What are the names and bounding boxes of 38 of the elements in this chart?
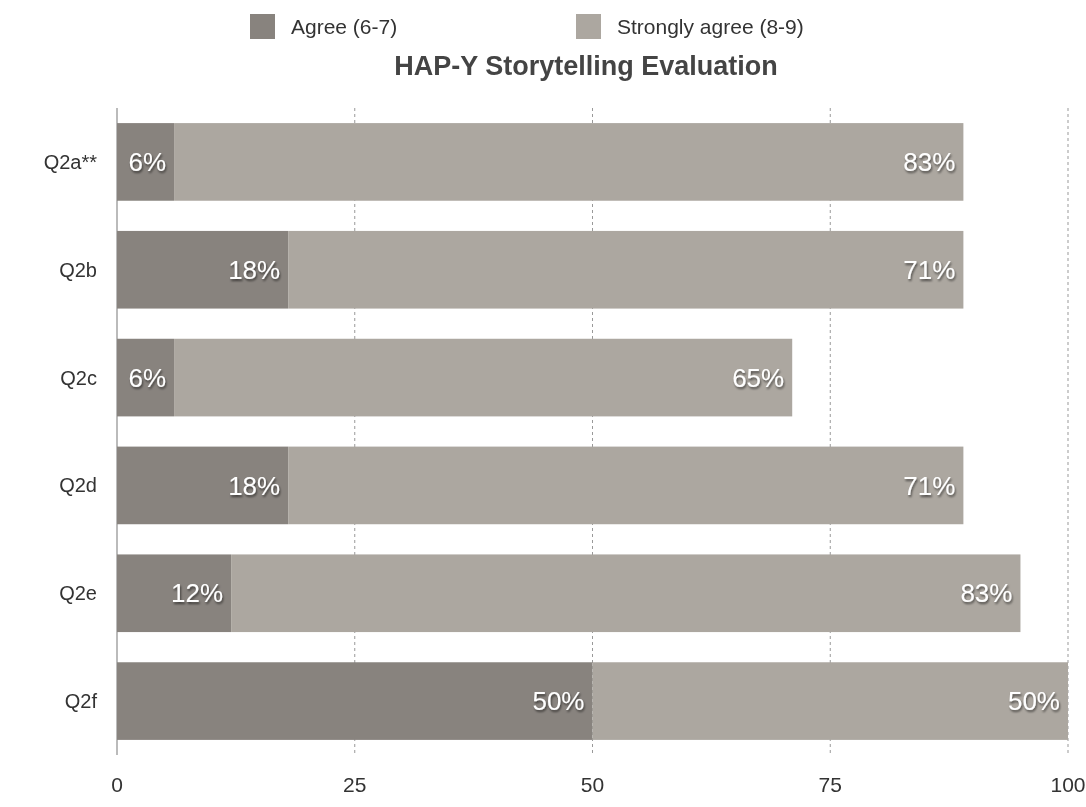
data-label: 83% <box>903 147 956 178</box>
data-label: 50% <box>1007 686 1060 717</box>
data-label: 18% <box>228 254 281 285</box>
data-label: 83% <box>960 578 1013 609</box>
x-tick-label: 50 <box>580 773 605 797</box>
x-tick-label: 25 <box>343 773 367 797</box>
data-label: 71% <box>903 470 956 501</box>
bar <box>174 338 793 417</box>
bar <box>117 230 289 309</box>
chart-title: HAP-Y Storytelling Evaluation <box>394 51 778 82</box>
data-label: 6% <box>128 362 167 393</box>
bar <box>117 338 175 417</box>
y-tick-label: Q2d <box>59 474 97 497</box>
bar <box>117 554 232 633</box>
legend-label: Agree (6-7) <box>291 15 398 39</box>
data-label: 12% <box>171 578 224 609</box>
y-tick-label: Q2b <box>59 258 97 281</box>
y-tick-label: Q2c <box>60 366 97 389</box>
bar <box>288 230 964 309</box>
bar <box>174 123 964 201</box>
data-label: 18% <box>228 470 281 501</box>
x-tick-label: 0 <box>111 773 123 797</box>
bar <box>117 446 289 525</box>
y-tick-label: Q2a** <box>43 150 98 173</box>
bar <box>117 662 593 740</box>
bar <box>117 123 175 201</box>
bar <box>288 446 964 525</box>
y-tick-label: Q2e <box>59 582 97 605</box>
legend-label: Strongly agree (8-9) <box>617 15 804 39</box>
data-label: 65% <box>732 362 785 393</box>
bar <box>592 662 1068 740</box>
x-tick-label: 100 <box>1050 773 1086 797</box>
data-label: 50% <box>532 686 585 717</box>
data-label: 6% <box>128 147 167 178</box>
x-tick-label: 75 <box>818 773 842 797</box>
data-label: 71% <box>903 254 956 285</box>
y-tick-label: Q2f <box>64 690 98 713</box>
bar <box>231 554 1021 633</box>
